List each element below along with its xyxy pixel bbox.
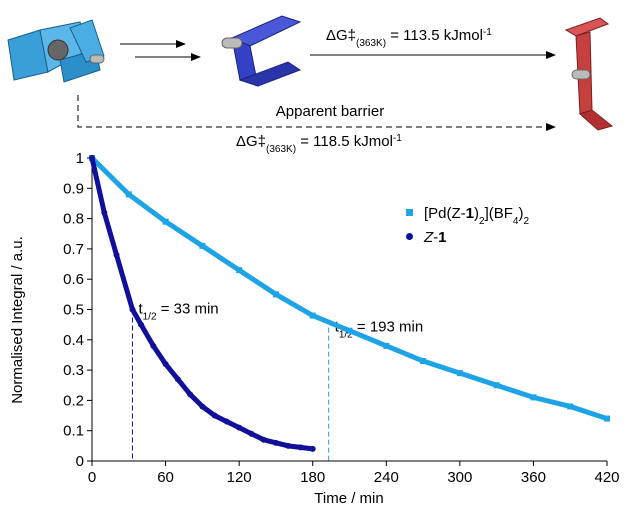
text-part: 1/2	[143, 311, 157, 322]
marker	[138, 321, 145, 328]
text-part: Z	[423, 229, 434, 246]
marker	[285, 442, 292, 449]
x-tick-label: 360	[521, 469, 546, 486]
scheme-cage	[7, 19, 105, 83]
marker	[493, 382, 500, 389]
marker	[211, 412, 218, 419]
marker	[125, 191, 132, 198]
text-part: (363K)	[266, 144, 296, 155]
marker	[604, 415, 610, 422]
text-part: 4	[513, 216, 519, 227]
y-tick-label: 1	[76, 150, 84, 167]
text-part: -	[433, 229, 438, 246]
marker	[236, 267, 243, 274]
marker	[530, 394, 537, 401]
marker	[297, 444, 304, 451]
marker	[236, 424, 243, 431]
y-tick-label: 0.2	[63, 392, 84, 409]
text-part: = 193 min	[353, 319, 423, 336]
marker	[129, 306, 136, 313]
y-tick-label: 0.7	[63, 241, 84, 258]
marker	[162, 218, 169, 225]
legend-marker	[406, 233, 413, 240]
text-part: 1/2	[339, 329, 353, 340]
legend-marker	[406, 209, 413, 216]
y-tick-label: 0.5	[63, 302, 84, 319]
legend-label: Z-1	[423, 229, 447, 246]
x-axis-label: Time / min	[314, 490, 383, 507]
marker	[346, 327, 353, 334]
dashed-arrow	[77, 95, 556, 131]
x-tick-label: 420	[594, 469, 619, 486]
text-part: = 118.5 kJmol	[296, 133, 393, 150]
x-tick-label: 0	[88, 469, 96, 486]
scheme-label: Apparent barrier	[276, 103, 384, 120]
marker	[248, 430, 255, 437]
marker	[272, 291, 279, 298]
marker	[456, 370, 463, 377]
x-tick-label: 180	[300, 469, 325, 486]
marker	[309, 445, 316, 452]
text-part: -1	[483, 27, 492, 38]
legend-label: [Pd(Z-1)2](BF4)2	[424, 205, 529, 227]
marker	[162, 361, 169, 368]
y-tick-label: 0.1	[63, 423, 84, 440]
marker	[199, 403, 206, 410]
y-tick-label: 0.4	[63, 332, 84, 349]
marker	[174, 376, 181, 383]
y-tick-label: 0.3	[63, 362, 84, 379]
marker	[383, 342, 390, 349]
text-part: ΔG‡	[326, 27, 356, 44]
y-tick-label: 0.8	[63, 211, 84, 228]
text-part: 1	[438, 229, 446, 246]
scheme-e-ligand	[564, 17, 614, 131]
y-tick-label: 0	[76, 453, 84, 470]
text-part: t	[138, 301, 143, 318]
y-tick-label: 0.9	[63, 180, 84, 197]
x-tick-label: 120	[227, 469, 252, 486]
marker	[187, 391, 194, 398]
text-part: -1	[393, 133, 402, 144]
text-part: ](BF	[485, 205, 513, 222]
text-part: ΔG‡	[236, 133, 266, 150]
y-axis-label: Normalised Integral / a.u.	[9, 236, 26, 404]
marker	[223, 418, 230, 425]
marker	[113, 251, 120, 258]
marker	[567, 403, 574, 410]
text-part: 1	[466, 205, 474, 222]
marker	[420, 358, 427, 365]
text-part: [Pd(Z-	[424, 205, 466, 222]
x-tick-label: 240	[374, 469, 399, 486]
text-part: 2	[523, 216, 529, 227]
marker	[150, 342, 157, 349]
series-line	[90, 156, 608, 421]
marker	[260, 436, 267, 443]
text-part: )	[474, 205, 479, 222]
text-part: = 33 min	[157, 301, 219, 318]
text-part: = 113.5 kJmol	[386, 27, 483, 44]
marker	[101, 209, 108, 216]
marker	[89, 155, 95, 161]
text-part: (363K)	[356, 38, 386, 49]
marker	[272, 439, 279, 446]
half-life-label: t1/2 = 33 min	[138, 301, 218, 323]
scheme-z-ligand	[221, 15, 302, 87]
text-part: 2	[479, 216, 485, 227]
x-tick-label: 60	[157, 469, 174, 486]
scheme-label: ΔG‡(363K) = 118.5 kJmol-1	[236, 133, 402, 155]
text-part: )	[518, 205, 523, 222]
marker	[199, 242, 206, 249]
scheme-label: ΔG‡(363K) = 113.5 kJmol-1	[326, 27, 492, 49]
x-tick-label: 300	[447, 469, 472, 486]
y-tick-label: 0.6	[63, 271, 84, 288]
marker	[309, 312, 316, 319]
